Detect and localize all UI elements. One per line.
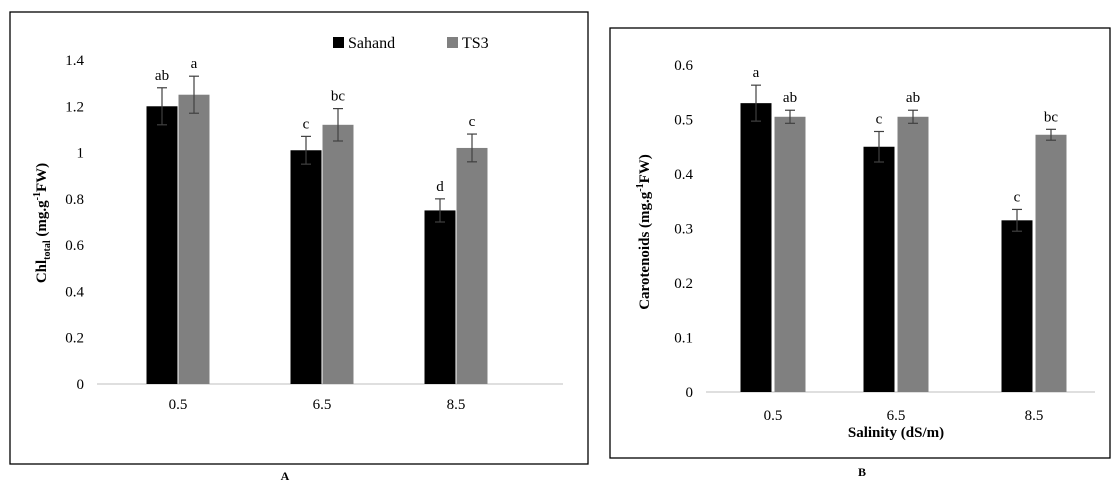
panel-a-y-tick-label: 0.6 (65, 238, 84, 254)
panel-b-y-tick-label: 0.6 (674, 58, 693, 74)
panel-b-bar-ts3 (774, 116, 806, 393)
panel-a-y-tick-label: 1 (77, 146, 85, 162)
panel-b-significance-letter: bc (1044, 109, 1059, 125)
legend: Sahand TS3 (333, 35, 489, 52)
panel-a-y-title-rest: (mg.g (34, 200, 50, 240)
panel-a-significance-letter: c (303, 116, 310, 132)
panel-a-bar-ts3 (322, 124, 354, 385)
panel-b-bar-sahand (863, 146, 895, 392)
panel-a-y-title-sup: -1 (32, 192, 43, 200)
panel-a-bar-ts3 (178, 94, 210, 384)
panel-b-x-tick-label: 0.5 (764, 408, 783, 424)
panel-a-error-bar-ts3 (189, 75, 199, 114)
panel-b-significance-letter: ab (906, 90, 920, 106)
panel-b-error-bar-sahand (751, 84, 761, 122)
panel-a-y-title-sub: total (42, 240, 53, 260)
panel-b-y-tick-label: 0.1 (674, 331, 693, 347)
legend-label-ts3: TS3 (462, 35, 489, 52)
panel-b-y-title-main: Carotenoids (mg.g (637, 191, 653, 310)
panel-b-plot: 0 0.1 0.2 0.3 0.4 0.5 0.6 0.5 6.5 8.5 a c c ab ab bc (674, 58, 1095, 424)
panel-b-bar-sahand (740, 103, 772, 393)
panel-a-significance-letter: ab (155, 68, 169, 84)
panel-a-y-tick-label: 1.2 (65, 99, 84, 115)
panel-a-label: A (281, 469, 290, 482)
panel-b-bar-sahand (1001, 220, 1033, 392)
panel-a-bar-sahand (290, 150, 322, 384)
panel-b-y-tick-label: 0.4 (674, 167, 693, 183)
panel-b-error-bar-ts3 (1046, 128, 1056, 141)
panel-a-significance-letter: d (436, 179, 444, 195)
panel-a-bar-sahand (146, 106, 178, 385)
panel-a-bar-sahand (424, 210, 456, 384)
panel-b-bar-ts3 (897, 116, 929, 393)
panel-a-error-bar-ts3 (467, 133, 477, 163)
panel-a-significance-letter: c (469, 114, 476, 130)
panel-a-y-tick-label: 0.4 (65, 284, 84, 300)
legend-swatch-sahand (333, 37, 344, 48)
legend-label-sahand: Sahand (348, 35, 395, 52)
panel-b-x-tick-label: 6.5 (887, 408, 906, 424)
legend-swatch-ts3 (447, 37, 458, 48)
panel-a-x-tick-label: 8.5 (447, 397, 466, 413)
panel-b-x-axis-title: Salinity (dS/m) (848, 425, 944, 441)
panel-a-x-tick-label: 0.5 (169, 397, 188, 413)
panel-b-label: B (858, 465, 866, 479)
panel-b-significance-letter: c (876, 111, 883, 127)
panel-b-frame (609, 27, 1111, 459)
panel-a-y-tick-label: 0.8 (65, 192, 84, 208)
panel-a-error-bar-sahand (157, 87, 167, 126)
panel-a-y-tick-label: 0 (77, 377, 85, 393)
panel-b-y-tick-label: 0.5 (674, 113, 693, 129)
panel-a-y-title-end: FW) (34, 163, 50, 192)
panel-b-y-tick-label: 0 (686, 385, 694, 401)
panel-b-y-axis-title: Carotenoids (mg.g-1FW) (635, 154, 653, 310)
panel-b-y-tick-label: 0.3 (674, 222, 693, 238)
panel-a-significance-letter: a (191, 56, 198, 72)
panel-b-significance-letter: c (1014, 189, 1021, 205)
panel-b-x-tick-label: 8.5 (1025, 408, 1044, 424)
panel-a-bar-ts3 (456, 147, 488, 384)
panel-a-y-tick-label: 0.2 (65, 331, 84, 347)
panel-a-x-tick-label: 6.5 (313, 397, 332, 413)
panel-a-error-bar-sahand (435, 198, 445, 223)
panel-a-error-bar-ts3 (333, 107, 343, 142)
panel-b-y-tick-label: 0.2 (674, 276, 693, 292)
panel-a-y-axis-title: Chltotal (mg.g-1FW) (32, 163, 53, 283)
panel-b-error-bar-ts3 (908, 109, 918, 124)
panel-a-y-title-main: Chl (34, 260, 50, 283)
panel-a-error-bar-sahand (301, 135, 311, 165)
panel-b-y-title-sup: -1 (635, 183, 646, 191)
panel-b-error-bar-ts3 (785, 109, 795, 124)
panel-b-error-bar-sahand (1012, 208, 1022, 232)
panel-a-significance-letter: bc (331, 89, 346, 105)
panel-b-significance-letter: a (753, 65, 760, 81)
panel-a-frame (9, 11, 589, 465)
panel-b-significance-letter: ab (783, 90, 797, 106)
panel-b-y-title-end: FW) (637, 154, 653, 183)
panel-a-y-tick-label: 1.4 (65, 53, 84, 69)
panel-b-error-bar-sahand (874, 130, 884, 163)
panel-b-bar-ts3 (1035, 134, 1067, 392)
